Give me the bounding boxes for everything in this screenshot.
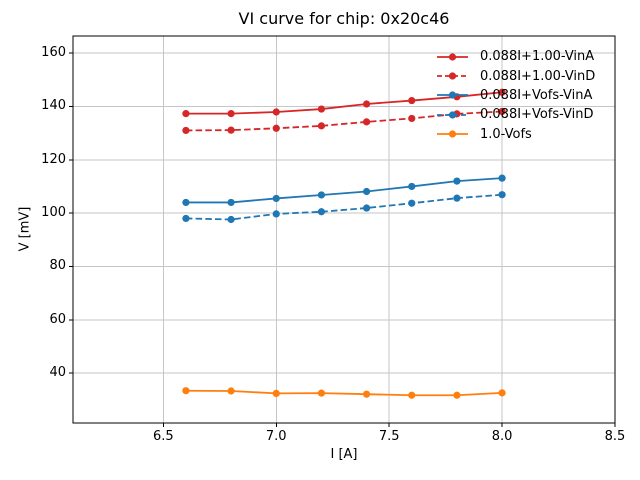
- legend: 0.088I+1.00-VinA 0.088I+1.00-VinD 0.088I…: [437, 47, 595, 144]
- y-tick-label: 120: [41, 151, 66, 167]
- x-tick-label: 7.5: [378, 429, 400, 444]
- y-tick-label: 160: [41, 45, 66, 61]
- y-tick-label: 60: [49, 311, 66, 327]
- x-axis-label: I [A]: [330, 447, 358, 462]
- legend-label: 0.088I+1.00-VinA: [480, 49, 595, 65]
- legend-line-sample-icon: [437, 53, 468, 61]
- legend-line-sample-icon: [437, 72, 468, 80]
- legend-label: 0.088I+1.00-VinD: [480, 68, 596, 84]
- legend-label: 0.088I+Vofs-VinD: [480, 107, 594, 123]
- x-tick-label: 8.0: [491, 429, 513, 444]
- y-tick-label: 100: [41, 205, 66, 221]
- legend-item: 1.0-Vofs: [437, 125, 595, 144]
- legend-item: 0.088I+Vofs-VinD: [437, 105, 595, 124]
- y-tick-label: 80: [49, 258, 66, 274]
- x-tick-label: 8.5: [604, 429, 626, 444]
- legend-item: 0.088I+Vofs-VinA: [437, 86, 595, 105]
- legend-item: 0.088I+1.00-VinD: [437, 66, 595, 85]
- legend-item: 0.088I+1.00-VinA: [437, 47, 595, 66]
- y-tick-label: 40: [49, 365, 66, 381]
- x-tick-label: 7.0: [265, 429, 287, 444]
- x-tick-label: 6.5: [152, 429, 174, 444]
- y-tick-label: 140: [41, 98, 66, 114]
- legend-label: 0.088I+Vofs-VinA: [480, 87, 593, 103]
- legend-line-sample-icon: [437, 91, 468, 100]
- chart-title: VI curve for chip: 0x20c46: [238, 9, 450, 28]
- legend-line-sample-icon: [437, 130, 468, 138]
- legend-line-sample-icon: [437, 111, 468, 119]
- legend-label: 1.0-Vofs: [480, 126, 532, 142]
